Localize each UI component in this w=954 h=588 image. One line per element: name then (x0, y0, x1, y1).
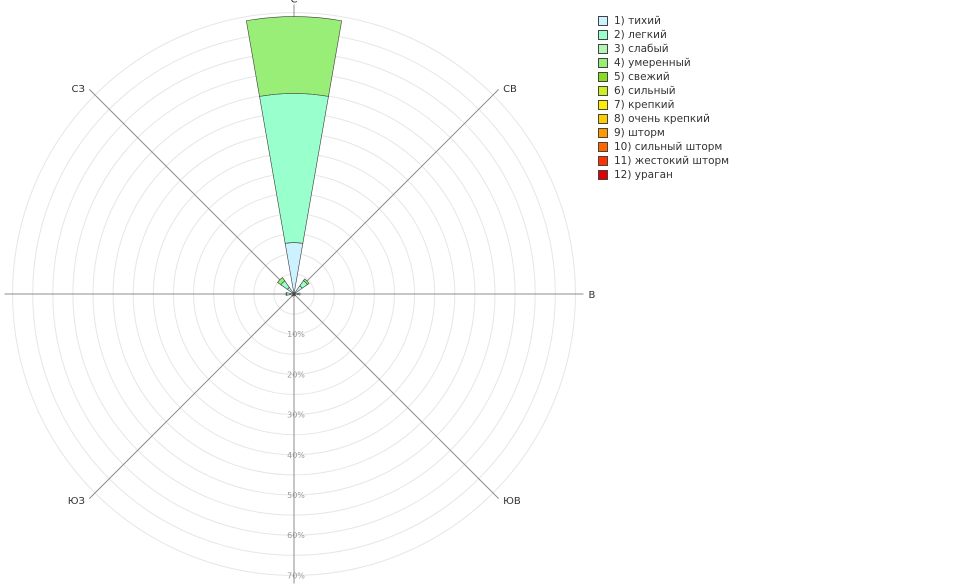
direction-label: СВ (503, 84, 517, 95)
legend-item[interactable]: 11) жестокий шторм (598, 154, 729, 168)
legend-swatch (598, 58, 608, 68)
legend-swatch (598, 72, 608, 82)
direction-label: СЗ (72, 84, 85, 95)
legend-item[interactable]: 1) тихий (598, 14, 729, 28)
radial-tick-label: 70% (287, 571, 305, 580)
wind-wedge (303, 278, 310, 285)
legend-item[interactable]: 3) слабый (598, 42, 729, 56)
legend-label: 2) легкий (614, 29, 667, 41)
wind-wedge (285, 292, 288, 296)
legend-swatch (598, 100, 608, 110)
legend-item[interactable]: 6) сильный (598, 84, 729, 98)
wind-wedge (297, 292, 301, 296)
radial-tick-label: 50% (287, 491, 305, 500)
wind-wedge (277, 277, 286, 286)
legend-label: 3) слабый (614, 43, 669, 55)
radial-tick-labels: 10% 20% 30% 40% 50% 60% 70% (287, 330, 305, 580)
legend-label: 11) жестокий шторм (614, 155, 730, 167)
legend-label: 4) умеренный (614, 57, 691, 69)
legend-label: 10) сильный шторм (614, 141, 723, 153)
radial-tick-label: 30% (287, 411, 305, 420)
wind-wedge (293, 294, 295, 297)
legend-swatch (598, 16, 608, 26)
legend-item[interactable]: 2) легкий (598, 28, 729, 42)
legend-label: 12) ураган (614, 169, 673, 181)
legend-swatch (598, 170, 608, 180)
radial-tick-label: 20% (287, 370, 305, 379)
legend-swatch (598, 44, 608, 54)
direction-label: В (588, 290, 595, 301)
legend-label: 6) сильный (614, 85, 676, 97)
legend-item[interactable]: 7) крепкий (598, 98, 729, 112)
legend: 1) тихий 2) легкий 3) слабый 4) умеренный 5)… (598, 14, 729, 182)
legend-label: 7) крепкий (614, 99, 675, 111)
legend-swatch (598, 30, 608, 40)
legend-item[interactable]: 10) сильный шторм (598, 140, 729, 154)
direction-label: С (291, 0, 298, 6)
legend-label: 8) очень крепкий (614, 113, 710, 125)
legend-label: 9) шторм (614, 127, 665, 139)
legend-swatch (598, 128, 608, 138)
legend-label: 1) тихий (614, 15, 661, 27)
legend-swatch (598, 114, 608, 124)
radial-tick-label: 10% (287, 330, 305, 339)
legend-item[interactable]: 5) свежий (598, 70, 729, 84)
radial-tick-label: 60% (287, 531, 305, 540)
wind-wedge (259, 93, 329, 244)
direction-label: ЮЗ (68, 496, 85, 507)
legend-item[interactable]: 9) шторм (598, 126, 729, 140)
legend-item[interactable]: 4) умеренный (598, 56, 729, 70)
wind-wedges (245, 16, 343, 297)
legend-swatch (598, 86, 608, 96)
wind-wedge (245, 16, 343, 97)
legend-label: 5) свежий (614, 71, 670, 83)
wind-wedge (294, 294, 297, 297)
direction-label: ЮВ (503, 496, 521, 507)
wind-wedge (291, 294, 294, 297)
legend-item[interactable]: 12) ураган (598, 168, 729, 182)
legend-swatch (598, 142, 608, 152)
legend-swatch (598, 156, 608, 166)
legend-item[interactable]: 8) очень крепкий (598, 112, 729, 126)
radial-tick-label: 40% (287, 451, 305, 460)
wind-wedge (286, 292, 291, 296)
